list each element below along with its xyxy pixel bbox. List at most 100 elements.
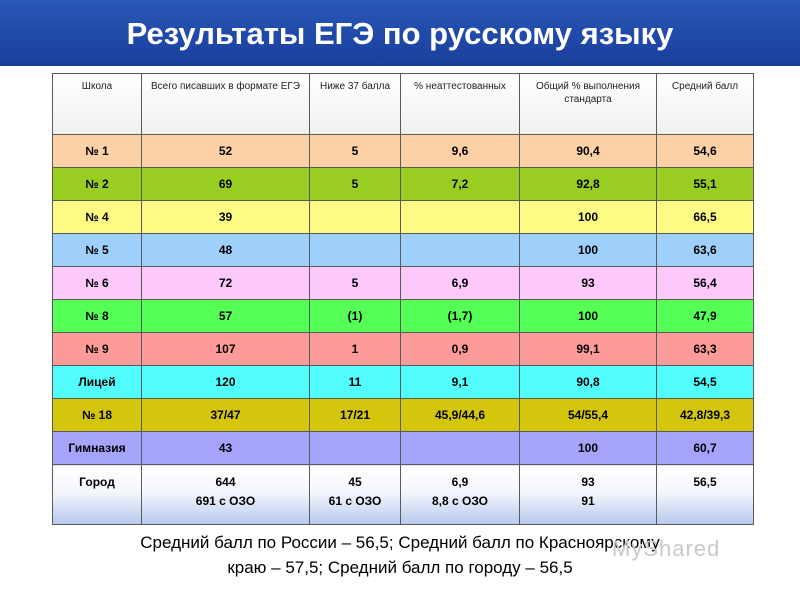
cell-average: 66,5 bbox=[656, 200, 754, 234]
cell-school: № 6 bbox=[52, 266, 142, 300]
table-row: № 2 69 5 7,2 92,8 55,1 bbox=[52, 167, 754, 201]
cell-standard: 93 91 bbox=[519, 464, 657, 525]
cell-percent-fail: (1,7) bbox=[400, 299, 520, 333]
cell-standard: 92,8 bbox=[519, 167, 657, 201]
cell-standard: 100 bbox=[519, 233, 657, 267]
cell-standard: 90,4 bbox=[519, 134, 657, 168]
cell-below: 5 bbox=[309, 167, 401, 201]
cell-total: 57 bbox=[141, 299, 310, 333]
table-row: № 5 48 100 63,6 bbox=[52, 233, 754, 267]
table-row-city: Город 644 691 с ОЗО 45 61 с ОЗО 6,9 8,8 … bbox=[52, 464, 754, 525]
cell-school: № 4 bbox=[52, 200, 142, 234]
cell-average: 60,7 bbox=[656, 431, 754, 465]
cell-standard: 93 bbox=[519, 266, 657, 300]
table-row: № 8 57 (1) (1,7) 100 47,9 bbox=[52, 299, 754, 333]
cell-school: № 2 bbox=[52, 167, 142, 201]
header-below-37: Ниже 37 балла bbox=[309, 73, 401, 135]
page-title: Результаты ЕГЭ по русскому языку bbox=[126, 16, 674, 51]
cell-total: 52 bbox=[141, 134, 310, 168]
header-average: Средний балл bbox=[656, 73, 754, 135]
cell-school: Город bbox=[52, 464, 142, 525]
cell-average: 42,8/39,3 bbox=[656, 398, 754, 432]
cell-standard-ozo: 91 bbox=[581, 494, 595, 508]
cell-school: Гимназия bbox=[52, 431, 142, 465]
cell-standard: 90,8 bbox=[519, 365, 657, 399]
cell-total: 69 bbox=[141, 167, 310, 201]
cell-school: № 5 bbox=[52, 233, 142, 267]
cell-below-main: 45 bbox=[348, 475, 362, 489]
cell-percent-fail: 45,9/44,6 bbox=[400, 398, 520, 432]
cell-average: 56,4 bbox=[656, 266, 754, 300]
cell-total: 644 691 с ОЗО bbox=[141, 464, 310, 525]
cell-school: Лицей bbox=[52, 365, 142, 399]
table-row: № 9 107 1 0,9 99,1 63,3 bbox=[52, 332, 754, 366]
cell-total: 48 bbox=[141, 233, 310, 267]
cell-school: № 9 bbox=[52, 332, 142, 366]
cell-below: 17/21 bbox=[309, 398, 401, 432]
footer-line-2: краю – 57,5; Средний балл по городу – 56… bbox=[227, 558, 573, 577]
cell-below: 11 bbox=[309, 365, 401, 399]
watermark: MyShared bbox=[612, 536, 721, 561]
results-table: Школа Всего писавших в формате ЕГЭ Ниже … bbox=[52, 73, 754, 525]
cell-standard: 100 bbox=[519, 431, 657, 465]
table-row: № 18 37/47 17/21 45,9/44,6 54/55,4 42,8/39,3 bbox=[52, 398, 754, 432]
cell-below: 1 bbox=[309, 332, 401, 366]
header-total: Всего писавших в формате ЕГЭ bbox=[141, 73, 310, 135]
cell-below bbox=[309, 233, 401, 267]
footer-line-1: Средний балл по России – 56,5; Средний б… bbox=[140, 533, 660, 552]
table-row: № 6 72 5 6,9 93 56,4 bbox=[52, 266, 754, 300]
footer-note: Средний балл по России – 56,5; Средний б… bbox=[0, 530, 800, 580]
table-row: Гимназия 43 100 60,7 bbox=[52, 431, 754, 465]
cell-standard-main: 93 bbox=[581, 475, 595, 489]
cell-percent-fail-main: 6,9 bbox=[451, 475, 469, 489]
cell-school: № 18 bbox=[52, 398, 142, 432]
header-standard: Общий % выполнения стандарта bbox=[519, 73, 657, 135]
table-row: № 4 39 100 66,5 bbox=[52, 200, 754, 234]
cell-average: 47,9 bbox=[656, 299, 754, 333]
cell-below: 45 61 с ОЗО bbox=[309, 464, 401, 525]
table-body: № 1 52 5 9,6 90,4 54,6 № 2 69 5 7,2 92,8 55,1 № 4 39 1… bbox=[52, 134, 754, 465]
cell-total: 39 bbox=[141, 200, 310, 234]
cell-standard: 99,1 bbox=[519, 332, 657, 366]
cell-percent-fail: 9,1 bbox=[400, 365, 520, 399]
cell-below bbox=[309, 200, 401, 234]
cell-average: 63,6 bbox=[656, 233, 754, 267]
cell-percent-fail: 9,6 bbox=[400, 134, 520, 168]
cell-total: 120 bbox=[141, 365, 310, 399]
cell-percent-fail: 6,9 8,8 с ОЗО bbox=[400, 464, 520, 525]
cell-total-ozo: 691 с ОЗО bbox=[195, 494, 256, 508]
cell-percent-fail bbox=[400, 233, 520, 267]
cell-standard: 100 bbox=[519, 299, 657, 333]
cell-average: 54,6 bbox=[656, 134, 754, 168]
cell-total: 107 bbox=[141, 332, 310, 366]
table-header-row: Школа Всего писавших в формате ЕГЭ Ниже … bbox=[52, 73, 754, 135]
cell-percent-fail-ozo: 8,8 с ОЗО bbox=[431, 494, 489, 508]
cell-total: 72 bbox=[141, 266, 310, 300]
cell-school: № 8 bbox=[52, 299, 142, 333]
cell-average: 63,3 bbox=[656, 332, 754, 366]
cell-below bbox=[309, 431, 401, 465]
header-school: Школа bbox=[52, 73, 142, 135]
table-row: № 1 52 5 9,6 90,4 54,6 bbox=[52, 134, 754, 168]
cell-total: 37/47 bbox=[141, 398, 310, 432]
cell-average: 56,5 bbox=[656, 464, 754, 525]
cell-school: № 1 bbox=[52, 134, 142, 168]
cell-below: 5 bbox=[309, 134, 401, 168]
cell-percent-fail: 0,9 bbox=[400, 332, 520, 366]
cell-percent-fail bbox=[400, 200, 520, 234]
cell-average: 54,5 bbox=[656, 365, 754, 399]
cell-below: 5 bbox=[309, 266, 401, 300]
title-bar bbox=[0, 0, 800, 66]
cell-total: 43 bbox=[141, 431, 310, 465]
table-row: Лицей 120 11 9,1 90,8 54,5 bbox=[52, 365, 754, 399]
cell-below-ozo: 61 с ОЗО bbox=[328, 494, 382, 508]
cell-percent-fail: 7,2 bbox=[400, 167, 520, 201]
cell-percent-fail bbox=[400, 431, 520, 465]
cell-percent-fail: 6,9 bbox=[400, 266, 520, 300]
cell-standard: 54/55,4 bbox=[519, 398, 657, 432]
cell-below: (1) bbox=[309, 299, 401, 333]
cell-average: 55,1 bbox=[656, 167, 754, 201]
header-percent-fail: % неаттестованных bbox=[400, 73, 520, 135]
cell-standard: 100 bbox=[519, 200, 657, 234]
cell-total-main: 644 bbox=[215, 475, 236, 489]
